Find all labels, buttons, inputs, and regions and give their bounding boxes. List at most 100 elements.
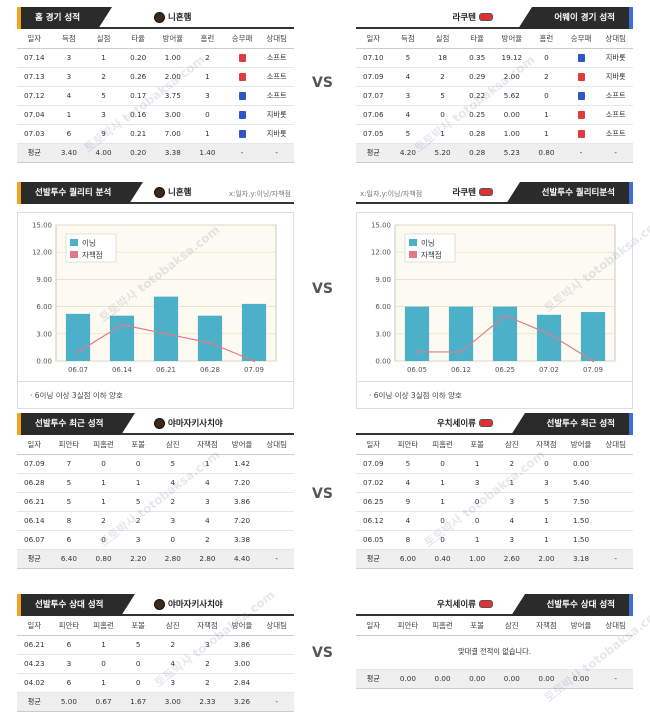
y-tick-label: 0.00 (375, 358, 391, 366)
table-cell: 8 (51, 511, 87, 531)
away-team-name: 라쿠텐 (453, 11, 493, 23)
y-tick-label: 3.00 (375, 330, 391, 338)
table-cell: 5 (425, 86, 460, 106)
table-row: 07.04 1 3 0.16 3.00 0 지바롯 (17, 105, 294, 125)
average-cell: 0.00 (529, 669, 564, 689)
win-icon (238, 92, 246, 100)
table-cell: 5.62 (494, 86, 530, 106)
table-header-row: 일자 득점 실점 타율 방어율 홈런 승무패 상대팀 (356, 29, 633, 49)
table-header-row: 일자 피안타 피홈런 포볼 삼진 자책점 방어율 상대팀 (356, 435, 633, 455)
table-cell: 3 (459, 473, 495, 493)
table-row: 06.05 8 0 1 3 1 1.50 (356, 530, 633, 550)
table-cell: 5 (529, 492, 564, 512)
team-logo-icon (154, 417, 165, 429)
table-cell: 07.04 (17, 105, 52, 125)
chart-svg: 0.00 3.00 6.00 9.00 12.00 15.00 06.07 06.14 06.2… (32, 222, 277, 374)
average-cell: 4.40 (224, 549, 260, 569)
bar-innings (109, 315, 135, 361)
recent-left-panel: 선발투수 최근 성적 야마자키사치야 일자 피안타 피홈런 포볼 삼진 자책점 방어율 상대팀… (17, 413, 294, 569)
average-cell: - (259, 549, 294, 569)
table-cell: 04.23 (17, 654, 52, 674)
table-cell: 0.00 (494, 105, 530, 125)
x-tick-label: 06.14 (112, 366, 133, 374)
legend-label: 이닝 (82, 238, 96, 248)
average-cell: 0.00 (563, 669, 599, 689)
recent-right-table: 일자 피안타 피홈런 포볼 삼진 자책점 방어율 상대팀 07.09 5 0 1 2 0 0.00 07.02… (356, 435, 633, 569)
result-cell (563, 86, 599, 106)
table-cell: 07.09 (17, 454, 52, 474)
table-cell: 04.02 (17, 673, 52, 693)
table-row: 06.25 9 1 0 3 5 7.50 (356, 492, 633, 512)
average-cell: 4.00 (86, 143, 121, 163)
point-earned-runs (591, 359, 595, 363)
table-row: 04.23 3 0 0 4 2 3.00 (17, 654, 294, 674)
table-cell: 소프트 (259, 86, 294, 106)
average-cell: 평균 (17, 692, 52, 712)
table-cell: 07.13 (17, 67, 52, 87)
column-header: 승무패 (563, 29, 599, 49)
table-cell: 3 (390, 86, 426, 106)
bar-innings (197, 315, 223, 361)
result-cell (224, 124, 260, 144)
loss-icon (577, 73, 585, 81)
team-logo-icon (479, 188, 493, 196)
column-header: 일자 (17, 435, 52, 455)
table-cell: 4 (190, 511, 225, 531)
table-cell: 0 (459, 492, 495, 512)
average-cell: 2.33 (190, 692, 225, 712)
result-cell (224, 105, 260, 125)
table-cell: 6 (51, 530, 87, 550)
table-cell: 1 (190, 124, 225, 144)
table-cell: 소프트 (259, 67, 294, 87)
quality-left-team: 니혼햄 (154, 186, 191, 198)
away-games-title: 어웨이 경기 성적 (518, 7, 633, 29)
average-cell: 1.67 (120, 692, 156, 712)
table-cell: 3 (494, 530, 530, 550)
y-tick-label: 15.00 (371, 222, 391, 230)
versus-right-table: 일자 피안타 피홈런 포볼 삼진 자책점 방어율 상대팀 맞대결 전적이 없습니다. 평균 0.00… (356, 616, 633, 689)
table-cell: 3 (51, 654, 87, 674)
column-header: 홈런 (190, 29, 225, 49)
quality-left-chart: 0.00 3.00 6.00 9.00 12.00 15.00 06.07 06.14 06.2… (17, 212, 294, 382)
column-header: 승무패 (224, 29, 260, 49)
table-cell: 3.86 (224, 492, 260, 512)
average-cell: 1.00 (459, 549, 495, 569)
table-cell (598, 454, 633, 474)
table-cell: 3 (190, 635, 225, 655)
win-icon (238, 130, 246, 138)
point-earned-runs (208, 341, 212, 345)
loss-icon (577, 111, 585, 119)
average-cell: 6.40 (51, 549, 87, 569)
point-earned-runs (503, 314, 507, 317)
column-header: 타율 (459, 29, 495, 49)
column-header: 자책점 (190, 616, 225, 636)
quality-right-title: 선발투수 퀄리티분석 (505, 182, 633, 204)
quality-right-team: 라쿠텐 (453, 186, 493, 198)
table-cell: 1 (86, 473, 121, 493)
table-cell: 5 (51, 492, 87, 512)
bar-innings (241, 303, 267, 361)
table-cell: 0 (86, 654, 121, 674)
average-row: 평균 4.20 5.20 0.28 5.23 0.80- - (356, 143, 633, 163)
table-cell: 0.29 (459, 67, 495, 87)
average-cell: 0.00 (494, 669, 530, 689)
table-cell: 2 (86, 511, 121, 531)
average-cell: - (598, 669, 633, 689)
table-cell (259, 654, 294, 674)
table-cell: 4 (390, 511, 426, 531)
column-header: 피홈런 (425, 616, 460, 636)
legend-swatch (409, 239, 417, 246)
table-cell: 0 (529, 86, 564, 106)
versus-left-panel: 선발투수 상대 성적 야마자키사치야 일자 피안타 피홈런 포볼 삼진 자책점 방어율 상대팀… (17, 594, 294, 712)
column-header: 자책점 (529, 435, 564, 455)
chart-svg: 0.00 3.00 6.00 9.00 12.00 15.00 06.05 06.12 06.2… (371, 222, 616, 374)
versus-left-title: 선발투수 상대 성적 (17, 594, 137, 616)
table-cell: 1 (425, 473, 460, 493)
table-cell: 0 (425, 511, 460, 531)
table-cell: 18 (425, 48, 460, 68)
axis-note: x:일자,y:이닝/자책점 (228, 190, 291, 198)
table-cell: 0.22 (459, 86, 495, 106)
table-cell: 0 (529, 48, 564, 68)
average-cell: 0.28 (459, 143, 495, 163)
table-cell: 0 (155, 530, 191, 550)
